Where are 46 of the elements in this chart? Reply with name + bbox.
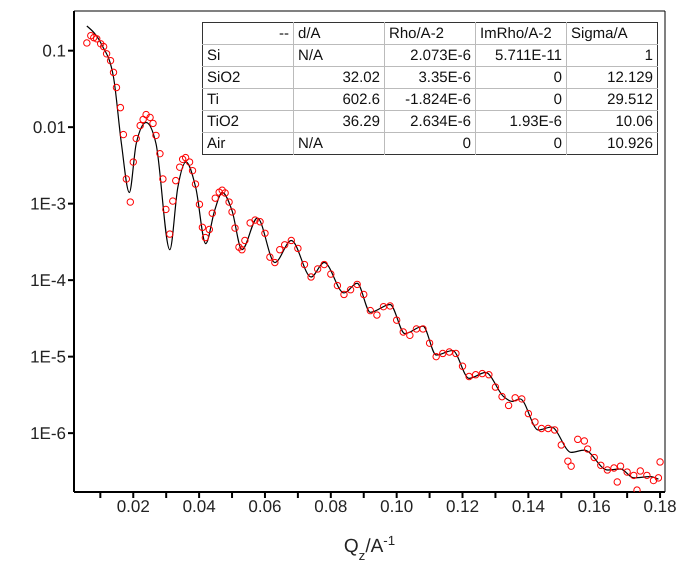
- annotation: Si: [202, 44, 294, 66]
- annotation: d/A: [294, 22, 384, 44]
- annotation: 0: [384, 132, 476, 154]
- x-tick-label: 0.08: [314, 497, 348, 516]
- x-tick-label: 0.04: [182, 497, 216, 516]
- annotation: SiO2: [202, 66, 294, 88]
- annotation: 29.512: [566, 88, 658, 110]
- x-tick-label: 0.12: [446, 497, 480, 516]
- annotation: --: [278, 24, 290, 44]
- x-tick-label: 0.06: [248, 497, 282, 516]
- x-tick-label: 0.02: [116, 497, 150, 516]
- y-tick-label: 1E-3: [30, 194, 66, 214]
- annotation: 32.02: [294, 66, 384, 88]
- annotation: 10.926: [566, 132, 658, 154]
- y-tick-label: 0.1: [42, 42, 66, 61]
- annotation: -1.824E-6: [384, 88, 476, 110]
- annotation: 0: [476, 88, 566, 110]
- annotation: 1: [566, 44, 658, 66]
- annotation: 2.634E-6: [384, 110, 476, 132]
- annotation: 5.711E-11: [476, 44, 566, 66]
- annotation: 2.073E-6: [384, 44, 476, 66]
- annotation: 12.129: [566, 66, 658, 88]
- y-tick-label: 1E-4: [30, 271, 66, 290]
- annotation: ImRho/A-2: [476, 22, 566, 44]
- annotation: Air: [202, 132, 294, 154]
- x-tick-label: 0.14: [512, 497, 545, 516]
- annotation: 36.29: [294, 110, 384, 132]
- annotation: 0: [476, 66, 566, 88]
- annotation: Ti: [202, 88, 294, 110]
- annotation: Sigma/A: [566, 22, 658, 44]
- annotation: 602.6: [294, 88, 384, 110]
- annotation: N/A: [294, 44, 384, 66]
- x-axis-title: Q$_{z}$/A$^{-1}$: [344, 532, 396, 562]
- x-tick-label: 0.18: [644, 497, 677, 516]
- y-tick-label: 1E-5: [30, 348, 66, 367]
- x-tick-label: 0.10: [380, 497, 414, 516]
- annotation: 10.06: [566, 110, 658, 132]
- annotation: 1.93E-6: [476, 110, 566, 132]
- y-tick-label: 1E-6: [30, 424, 66, 444]
- annotation: 0: [476, 132, 566, 154]
- annotation: N/A: [294, 132, 384, 154]
- x-tick-label: 0.16: [578, 497, 611, 516]
- annotation: Rho/A-2: [384, 22, 476, 44]
- y-tick-label: 0.01: [32, 118, 66, 138]
- annotation: TiO2: [202, 110, 294, 132]
- annotation: 3.35E-6: [384, 66, 476, 88]
